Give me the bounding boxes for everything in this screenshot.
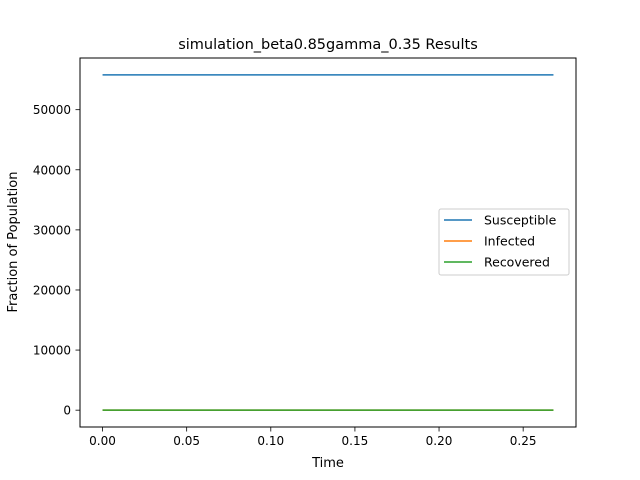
- x-axis-label: Time: [311, 456, 344, 471]
- legend-box: [438, 208, 570, 276]
- legend-entries: Susceptible Infected Recovered: [444, 213, 557, 270]
- legend-label-recovered: Recovered: [484, 255, 550, 270]
- legend-label-infected: Infected: [484, 234, 535, 249]
- x-tick-label: 0.00: [89, 434, 116, 448]
- y-tick-label: 20000: [33, 283, 71, 297]
- x-tick-label: 0.05: [173, 434, 200, 448]
- series-lines: [102, 74, 554, 411]
- x-axis-ticks: 0.00 0.05 0.10 0.15 0.20 0.25: [89, 427, 537, 448]
- y-tick-label: 10000: [33, 344, 71, 358]
- x-tick-label: 0.25: [510, 434, 537, 448]
- x-tick-label: 0.20: [426, 434, 453, 448]
- legend: Susceptible Infected Recovered: [438, 208, 570, 276]
- y-tick-label: 40000: [33, 163, 71, 177]
- y-tick-label: 50000: [33, 103, 71, 117]
- plot-frame: [79, 57, 577, 428]
- y-axis-ticks: 0 10000 20000 30000 40000 50000: [33, 103, 80, 418]
- y-axis-label: Fraction of Population: [6, 172, 21, 313]
- chart-title: simulation_beta0.85gamma_0.35 Results: [178, 37, 478, 53]
- x-tick-label: 0.15: [342, 434, 369, 448]
- x-tick-label: 0.10: [257, 434, 284, 448]
- legend-label-susceptible: Susceptible: [484, 213, 557, 228]
- y-tick-label: 30000: [33, 223, 71, 237]
- y-tick-label: 0: [63, 404, 71, 418]
